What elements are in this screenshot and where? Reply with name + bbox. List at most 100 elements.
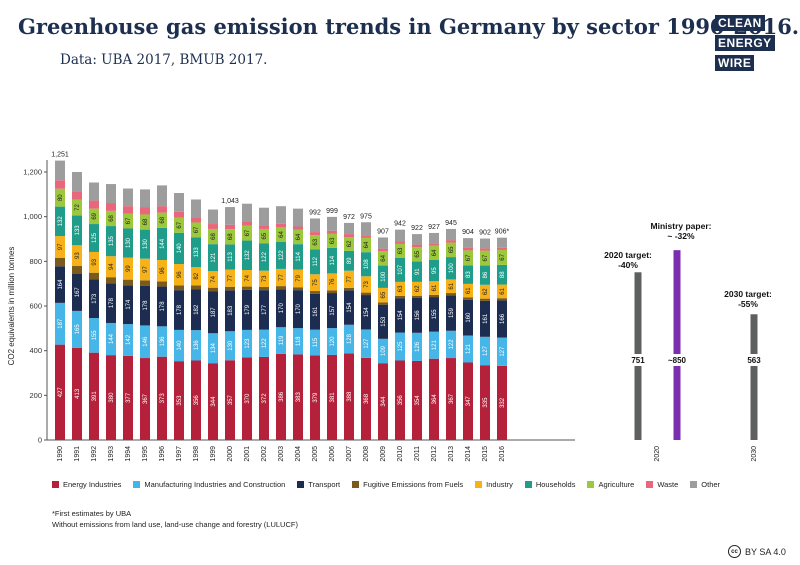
bar-value-label: 120: [330, 336, 336, 347]
bar-segment: [497, 298, 507, 301]
bar-value-label: 386: [279, 391, 285, 402]
bar-segment: [174, 217, 184, 233]
bar-value-label: 154: [398, 310, 404, 321]
bar-segment: [395, 332, 405, 361]
bar-value-label: 128: [347, 333, 353, 344]
legend-swatch: [133, 481, 141, 488]
bar-segment: [310, 355, 320, 440]
bar-segment: [157, 286, 167, 327]
bar-segment: [55, 257, 65, 267]
bar-segment: [276, 241, 286, 269]
y-tick-label: 400: [29, 346, 42, 355]
x-tick-label: 2012: [431, 446, 438, 462]
bar-total-label: 942: [394, 221, 406, 228]
bar-segment: [225, 331, 235, 361]
bar-value-label: 367: [143, 393, 149, 404]
bar-segment: [412, 360, 422, 440]
bar-segment: [106, 277, 116, 284]
bar-segment: [259, 243, 269, 271]
bar-segment: [361, 237, 371, 253]
bar-value-label: 62: [483, 288, 489, 295]
bar-value-label: 130: [126, 237, 132, 248]
bar-segment: [395, 295, 405, 299]
bar-segment: [89, 251, 99, 273]
bar-segment: [429, 281, 439, 295]
bar-segment: [344, 270, 354, 288]
chart-subtitle: Data: UBA 2017, BMUB 2017.: [60, 52, 268, 68]
bar-segment: [412, 261, 422, 282]
legend-label: Agriculture: [598, 480, 635, 489]
bar-segment: [208, 224, 218, 229]
bar-segment: [395, 229, 405, 242]
bar-segment: [310, 293, 320, 330]
bar-segment: [72, 215, 82, 246]
bar-value-label: 65: [415, 250, 421, 257]
bar-segment: [140, 285, 150, 326]
bar-value-label: 97: [143, 265, 149, 272]
bar-segment: [72, 245, 82, 267]
bar-segment: [361, 252, 371, 277]
bar-value-label: 74: [211, 275, 217, 282]
bar-segment: [429, 331, 439, 359]
bar-value-label: 335: [483, 397, 489, 408]
bar-segment: [208, 228, 218, 245]
bar-value-label: 100: [381, 271, 387, 282]
bar-value-label: 130: [143, 238, 149, 249]
legend-label: Other: [701, 480, 721, 489]
bar-value-label: 391: [92, 391, 98, 402]
x-tick-label: 1997: [176, 446, 183, 462]
bar-value-label: 332: [500, 397, 506, 408]
bar-segment: [225, 224, 235, 230]
bar-value-label: 80: [58, 194, 64, 201]
bar-value-label: 113: [228, 252, 234, 262]
target-reduction-label: ~ -32%: [667, 231, 695, 241]
bar-segment: [191, 237, 201, 268]
bar-total-label: 1,251: [51, 152, 69, 159]
bar-segment: [344, 290, 354, 325]
bar-segment: [225, 244, 235, 270]
target-value-label: 751: [631, 356, 645, 365]
bar-segment: [276, 223, 286, 228]
bar-segment: [463, 283, 473, 298]
bar-value-label: 118: [296, 336, 302, 346]
bar-segment: [361, 329, 371, 358]
bar-segment: [225, 290, 235, 332]
bar-value-label: 63: [313, 238, 319, 245]
bar-segment: [344, 324, 354, 354]
bar-segment: [293, 229, 303, 245]
bar-segment: [157, 227, 167, 260]
bar-value-label: 68: [143, 218, 149, 225]
emissions-chart: 0 200 400 600 800 1,000 1,200 CO2 equivalents i…: [7, 152, 772, 462]
bar-segment: [395, 360, 405, 440]
legend-label: Households: [535, 480, 576, 489]
bar-segment: [361, 276, 371, 293]
bar-segment: [429, 294, 439, 298]
bar-segment: [412, 332, 422, 361]
bar-value-label: 155: [92, 330, 98, 341]
bar-value-label: 93: [92, 258, 98, 265]
bar-segment: [310, 274, 320, 292]
bar-segment: [208, 244, 218, 272]
legend-item: Waste: [646, 480, 678, 489]
bar-value-label: 77: [279, 274, 285, 281]
bar-value-label: 127: [500, 346, 506, 357]
bar-total-label: 992: [309, 209, 321, 216]
bar-value-label: 77: [347, 275, 353, 282]
bar-value-label: 125: [92, 232, 98, 243]
legend-item: Transport: [297, 480, 340, 489]
bar-value-label: 67: [126, 217, 132, 224]
bar-value-label: 133: [194, 247, 200, 258]
bar-segment: [55, 160, 65, 181]
bar-value-label: 74: [245, 274, 251, 281]
bar-value-label: 121: [432, 340, 438, 351]
bar-segment: [293, 354, 303, 440]
bar-segment: [140, 280, 150, 286]
bar-segment: [276, 353, 286, 440]
bar-value-label: 82: [194, 272, 200, 279]
bar-segment: [276, 286, 286, 290]
bar-value-label: 133: [75, 225, 81, 236]
bar-segment: [378, 302, 388, 305]
x-tick-label: 2007: [346, 446, 353, 462]
bar-value-label: 154: [347, 302, 353, 313]
bar-value-label: 62: [415, 285, 421, 292]
